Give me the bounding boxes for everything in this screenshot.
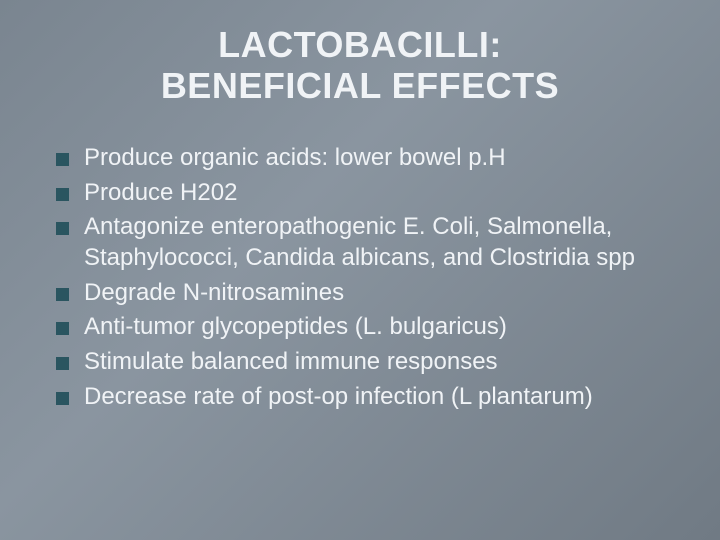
bullet-icon [56,188,69,201]
bullet-icon [56,153,69,166]
list-item: Degrade N-nitrosamines [40,278,680,309]
list-item: Produce H202 [40,178,680,209]
bullet-icon [56,288,69,301]
bullet-icon [56,392,69,405]
list-item: Antagonize enteropathogenic E. Coli, Sal… [40,212,680,273]
list-item: Stimulate balanced immune responses [40,347,680,378]
slide: LACTOBACILLI: BENEFICIAL EFFECTS Produce… [0,0,720,540]
bullet-text: Produce organic acids: lower bowel p.H [84,144,506,171]
bullet-text: Decrease rate of post-op infection (L pl… [84,383,593,410]
bullet-icon [56,357,69,370]
bullet-text: Antagonize enteropathogenic E. Coli, Sal… [84,213,635,271]
bullet-text: Anti-tumor glycopeptides (L. bulgaricus) [84,313,507,340]
bullet-icon [56,222,69,235]
title-line-2: BENEFICIAL EFFECTS [40,65,680,106]
list-item: Decrease rate of post-op infection (L pl… [40,382,680,413]
list-item: Produce organic acids: lower bowel p.H [40,143,680,174]
slide-title: LACTOBACILLI: BENEFICIAL EFFECTS [40,24,680,107]
bullet-icon [56,322,69,335]
bullet-text: Produce H202 [84,179,237,206]
title-line-1: LACTOBACILLI: [40,24,680,65]
bullet-text: Stimulate balanced immune responses [84,348,498,375]
bullet-text: Degrade N-nitrosamines [84,279,344,306]
bullet-list: Produce organic acids: lower bowel p.H P… [40,143,680,413]
list-item: Anti-tumor glycopeptides (L. bulgaricus) [40,312,680,343]
